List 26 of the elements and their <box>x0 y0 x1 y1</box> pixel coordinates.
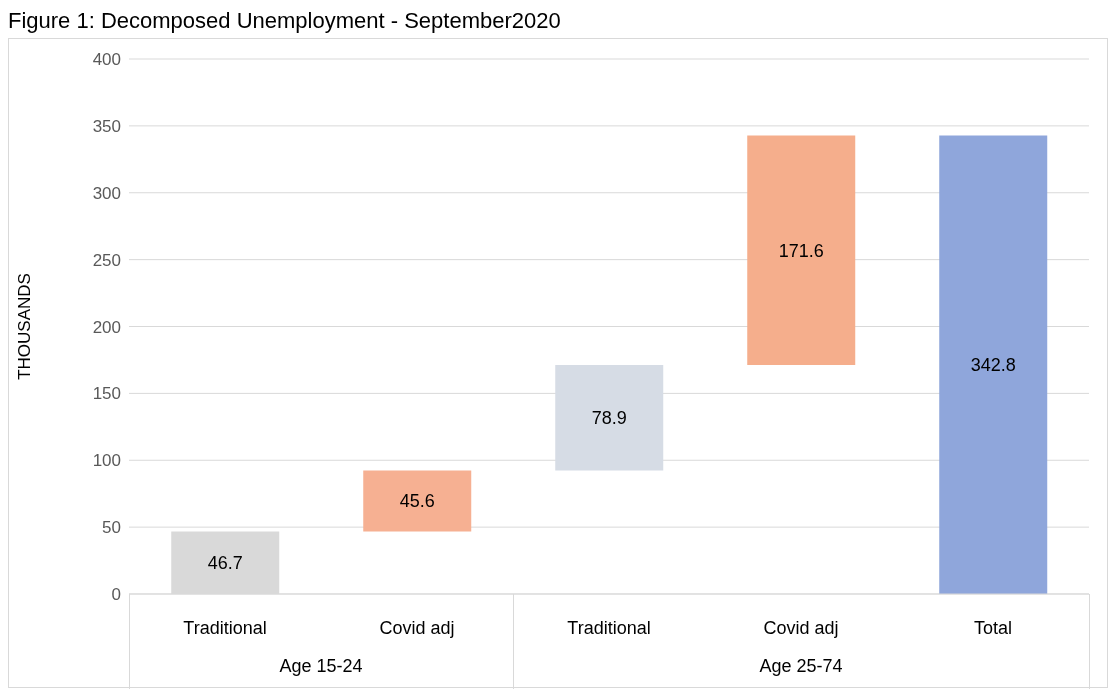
chart-title: Figure 1: Decomposed Unemployment - September2020 <box>8 8 562 35</box>
y-tick-label: 400 <box>92 50 121 70</box>
bar <box>747 135 856 366</box>
text: Age 25-74 <box>758 656 844 677</box>
y-tick-label: 300 <box>92 183 121 203</box>
text: Age 15-24 <box>278 656 364 677</box>
x-tick-label: Traditional <box>183 618 267 638</box>
x-tick-label: Traditional <box>567 618 651 638</box>
data-label: 171.6 <box>778 240 824 261</box>
x-tick-label: Covid adj <box>379 618 455 638</box>
x-tick-label: Covid adj <box>763 618 839 638</box>
y-axis-title: THOUSANDS <box>15 273 35 380</box>
data-label: 78.9 <box>591 408 627 429</box>
y-tick-label: 0 <box>111 585 121 605</box>
y-tick-label: 200 <box>92 317 121 337</box>
data-label: 342.8 <box>970 355 1016 376</box>
bar <box>363 470 472 532</box>
y-tick-label: 250 <box>92 250 121 270</box>
bar <box>939 135 1048 594</box>
y-tick-label: 150 <box>92 384 121 404</box>
data-label: 46.7 <box>207 553 243 574</box>
x-tick-label: Total <box>973 618 1013 638</box>
y-tick-label: 100 <box>92 451 121 471</box>
y-tick-label: 350 <box>92 116 121 136</box>
y-tick-label: 50 <box>102 518 121 538</box>
data-label: 45.6 <box>399 491 435 512</box>
